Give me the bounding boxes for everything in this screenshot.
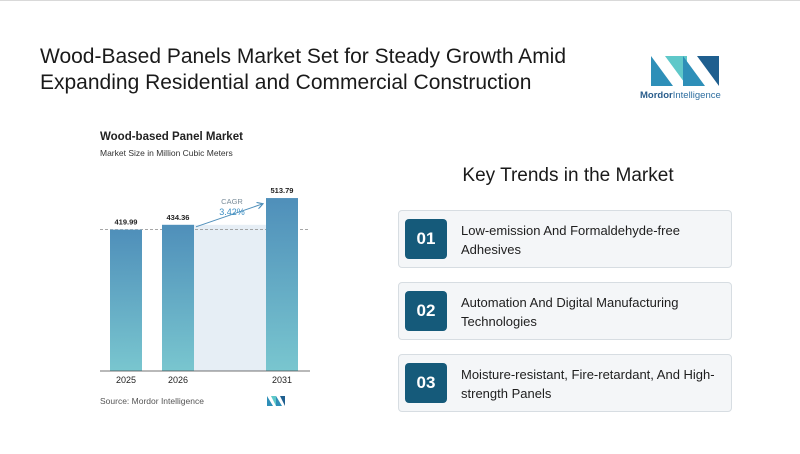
logo-brand-bold: Mordor xyxy=(640,90,673,101)
trend-text: Automation And Digital Manufacturing Tec… xyxy=(461,295,679,329)
bar-value-label: 513.79 xyxy=(271,186,294,195)
cagr-value: 3.42% xyxy=(219,207,245,217)
bar-2031 xyxy=(266,198,298,371)
key-trends-title: Key Trends in the Market xyxy=(462,165,674,186)
mordor-mini-logo-icon xyxy=(267,396,285,406)
cagr-label: CAGR xyxy=(221,197,243,206)
trend-card-2: 02 Automation And Digital Manufacturing … xyxy=(398,282,732,340)
bar-chart: 419.99 2025 434.36 2026 513.79 2031 CAGR 3.42… xyxy=(100,186,310,385)
logo-brand-rest: Intelligence xyxy=(672,90,721,101)
logo-wordmark: MordorIntelligence xyxy=(640,90,721,101)
bar-2026 xyxy=(162,224,194,371)
bar-value-label: 419.99 xyxy=(115,218,138,227)
x-tick-label: 2025 xyxy=(116,375,136,385)
x-tick-label: 2031 xyxy=(272,375,292,385)
x-tick-label: 2026 xyxy=(168,375,188,385)
trend-text: Moisture-resistant, Fire-retardant, And … xyxy=(461,367,715,401)
chart-source: Source: Mordor Intelligence xyxy=(100,396,204,406)
trend-number-badge: 03 xyxy=(405,363,447,403)
chart-title: Wood-based Panel Market xyxy=(100,131,243,143)
trend-number-badge: 01 xyxy=(405,219,447,259)
trend-text: Low-emission And Formaldehyde-free Adhes… xyxy=(461,223,680,257)
cagr-arrow xyxy=(195,204,262,228)
trend-number-badge: 02 xyxy=(405,291,447,331)
chart-subtitle: Market Size in Million Cubic Meters xyxy=(100,148,233,158)
mordor-logo-icon xyxy=(651,56,719,86)
bar-2025 xyxy=(110,229,142,371)
trend-card-1: 01 Low-emission And Formaldehyde-free Ad… xyxy=(398,210,732,268)
bar-value-label: 434.36 xyxy=(167,213,190,222)
page-headline: Wood-Based Panels Market Set for Steady … xyxy=(40,45,567,94)
trend-card-3: 03 Moisture-resistant, Fire-retardant, A… xyxy=(398,354,732,412)
cagr-span-area xyxy=(194,224,266,371)
